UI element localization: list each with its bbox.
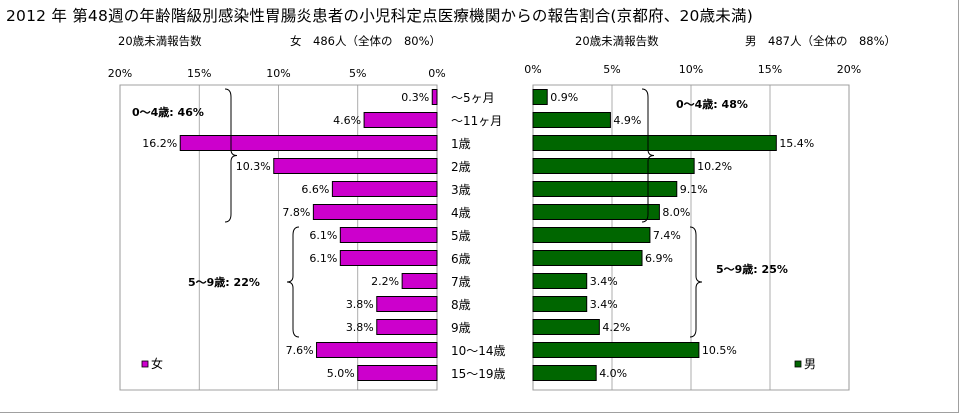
right-annotation-5-9: 5～9歳: 25% [716,262,788,276]
right-x-tick-label: 20% [837,63,861,76]
age-category-label: 15～19歳 [451,367,506,381]
right-annotation-0-4: 0～4歳: 48% [676,97,748,111]
male-bar [532,204,660,220]
female-bar-label: 2.2% [371,275,399,288]
left-annotation-5-9: 5～9歳: 22% [188,275,260,289]
male-bar-label: 3.4% [590,298,618,311]
left-subtitle-count-label: 20歳未満報告数 [118,34,202,48]
female-bar [179,135,438,151]
male-bar-label: 7.4% [653,229,681,242]
age-category-label: 8歳 [451,298,471,312]
female-bar [339,227,438,243]
female-bar-label: 0.3% [401,91,429,104]
male-bar [532,112,611,128]
chart-title: 2012 年 第48週の年齢階級別感染性胃腸炎患者の小児科定点医療機関からの報告… [6,7,753,25]
female-legend-swatch [141,360,149,368]
male-bar-label: 6.9% [645,252,673,265]
right-subtitle-count-label: 20歳未満報告数 [575,34,659,48]
male-bar-label: 10.5% [702,344,737,357]
female-bar [316,342,438,358]
female-bar [357,365,438,381]
male-bar [532,342,700,358]
age-category-label: ～5ヶ月 [451,91,495,105]
female-bar-label: 5.0% [327,367,355,380]
left-annotation-0-4: 0～4歳: 46% [132,105,204,119]
age-category-label: 3歳 [451,183,471,197]
male-bar [532,319,600,335]
female-bar [376,319,438,335]
left-x-tick-label: 10% [266,67,290,80]
male-bar [532,135,777,151]
male-bar [532,296,588,312]
female-bar-label: 7.8% [282,206,310,219]
male-bar-label: 0.9% [550,91,578,104]
male-bar [532,158,695,174]
female-bar [331,181,438,197]
female-bar-label: 6.1% [309,229,337,242]
male-bar [532,227,651,243]
female-bar-label: 7.6% [286,344,314,357]
female-legend-label: 女 [151,356,163,371]
age-category-label: 2歳 [451,160,471,174]
male-legend-label: 男 [804,357,816,371]
female-bar-label: 6.1% [309,252,337,265]
right-brace-5-9 [689,226,703,338]
female-bar-label: 10.3% [236,160,271,173]
age-category-label: 4歳 [451,206,471,220]
right-subtitle-male-total: 男 487人（全体の 88%） [745,34,897,48]
right-x-tick-label: 0% [524,63,541,76]
right-x-tick-label: 5% [603,63,620,76]
male-bar-label: 15.4% [779,137,814,150]
age-category-label: 9歳 [451,321,471,335]
male-bar-label: 4.0% [599,367,627,380]
male-bar [532,250,643,266]
right-brace-0-4 [641,88,655,223]
age-category-label: 6歳 [451,252,471,266]
left-x-tick-label: 20% [108,67,132,80]
age-category-label: 5歳 [451,229,471,243]
male-bar-label: 8.0% [662,206,690,219]
right-x-tick-label: 15% [758,63,782,76]
male-legend-swatch [794,360,802,368]
female-bar [339,250,438,266]
female-bar-label: 3.8% [346,321,374,334]
right-x-tick-label: 10% [679,63,703,76]
left-brace-0-4 [224,88,238,223]
female-bar-label: 16.2% [142,137,177,150]
age-category-label: 1歳 [451,137,471,151]
left-brace-5-9 [286,226,300,338]
left-x-tick-label: 5% [349,67,366,80]
male-bar [532,365,597,381]
female-bar [312,204,438,220]
female-bar [401,273,438,289]
female-bar-label: 3.8% [346,298,374,311]
male-bar [532,89,548,105]
male-bar [532,273,588,289]
female-bar [273,158,438,174]
left-x-tick-label: 15% [187,67,211,80]
left-subtitle-female-total: 女 486人（全体の 80%） [290,34,442,48]
age-category-label: 10～14歳 [451,344,506,358]
female-bar-label: 6.6% [301,183,329,196]
female-bar [363,112,438,128]
female-bar [431,89,438,105]
female-bar [376,296,438,312]
male-bar-label: 4.9% [613,114,641,127]
male-bar-label: 9.1% [680,183,708,196]
male-bar-label: 4.2% [602,321,630,334]
age-category-label: 7歳 [451,275,471,289]
left-x-tick-label: 0% [428,67,445,80]
female-bar-label: 4.6% [333,114,361,127]
male-bar-label: 3.4% [590,275,618,288]
male-bar-label: 10.2% [697,160,732,173]
male-bar [532,181,678,197]
age-category-label: ～11ヶ月 [451,114,502,128]
